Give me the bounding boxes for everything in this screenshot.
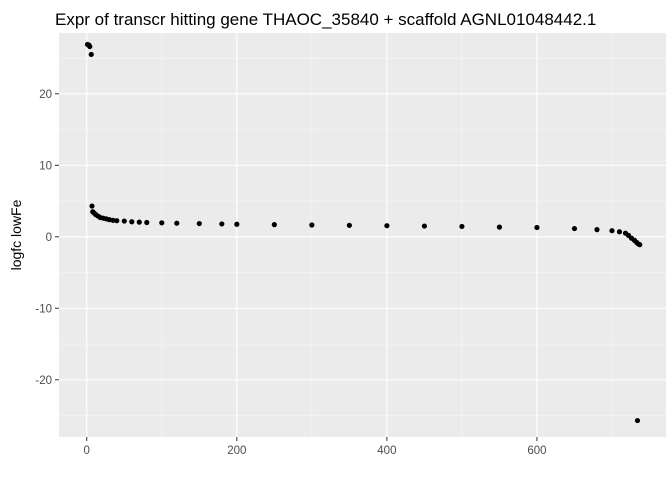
y-axis-title: logfc lowFe <box>8 199 24 270</box>
x-tick-label: 0 <box>84 445 90 457</box>
data-point <box>159 220 165 226</box>
data-point <box>136 219 142 225</box>
data-point <box>89 203 95 209</box>
chart-title: Expr of transcr hitting gene THAOC_35840… <box>55 10 596 29</box>
y-tick-label: 10 <box>39 160 52 172</box>
data-point <box>87 43 93 50</box>
major-gridlines <box>59 33 666 437</box>
x-tick-label: 600 <box>527 445 546 457</box>
data-point <box>421 223 428 229</box>
data-point <box>196 220 202 227</box>
minor-gridlines <box>59 33 666 437</box>
data-point <box>309 222 315 228</box>
data-point <box>496 224 503 230</box>
x-tick-label: 400 <box>377 445 396 457</box>
data-point <box>346 222 352 228</box>
y-tick-label: -10 <box>35 303 52 315</box>
y-tick-label: 0 <box>46 232 52 244</box>
data-point <box>534 224 540 231</box>
data-point <box>271 222 277 228</box>
plot-panel <box>59 33 666 437</box>
data-point <box>571 225 578 232</box>
data-point <box>384 223 390 229</box>
data-points <box>84 41 643 424</box>
data-point <box>129 219 135 225</box>
y-tick-label: 20 <box>39 89 52 101</box>
data-point <box>88 51 94 58</box>
x-axis: 0 200 400 600 <box>84 437 547 457</box>
data-point <box>637 242 643 248</box>
y-axis: -20 -10 0 10 20 <box>35 89 59 387</box>
data-point <box>121 218 127 224</box>
data-point <box>616 229 623 235</box>
data-point <box>594 227 600 233</box>
data-point <box>609 228 615 234</box>
data-point <box>459 223 465 230</box>
data-point <box>234 221 240 227</box>
x-tick-label: 200 <box>227 445 246 457</box>
data-point <box>174 220 180 226</box>
data-point <box>144 219 150 226</box>
data-point <box>114 218 120 224</box>
data-point <box>219 221 225 227</box>
data-point <box>634 417 641 424</box>
y-tick-label: -20 <box>35 375 52 387</box>
data-point <box>110 217 116 223</box>
